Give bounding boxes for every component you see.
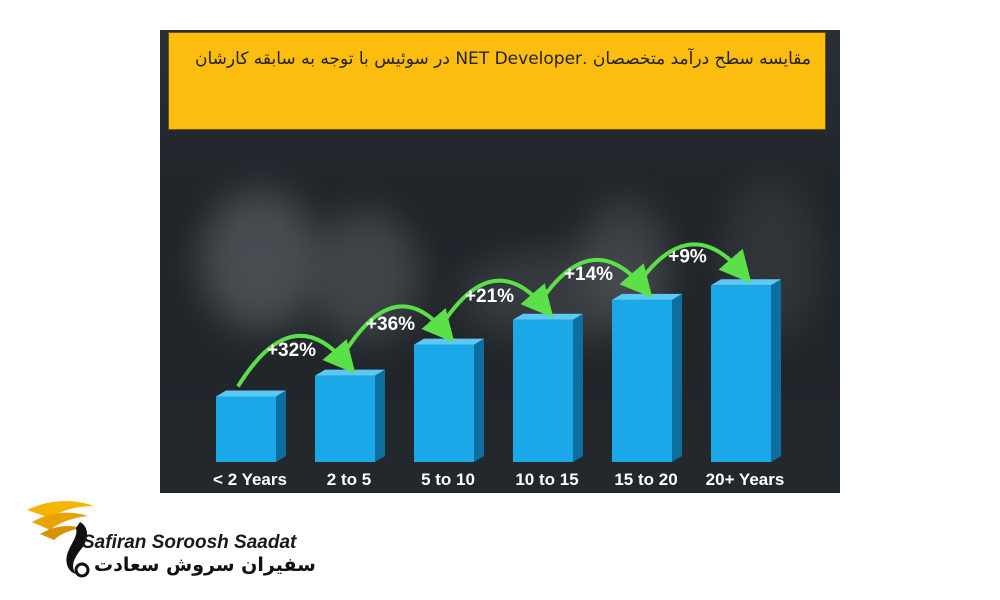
swan-wing-icon xyxy=(27,501,94,578)
brand-name-en: Safiran Soroosh Saadat xyxy=(82,532,297,553)
bar xyxy=(711,279,781,462)
growth-arrow xyxy=(434,278,554,336)
chart-title: مقایسه سطح درآمد متخصصان .NET Developer … xyxy=(195,49,811,69)
growth-arrow xyxy=(335,304,455,367)
increment-label: +32% xyxy=(267,340,316,361)
increment-label: +21% xyxy=(465,286,514,307)
x-tick-label: 20+ Years xyxy=(706,470,785,489)
x-tick-label: 15 to 20 xyxy=(614,470,677,489)
x-tick-label: 2 to 5 xyxy=(327,470,371,489)
bar xyxy=(612,293,682,462)
x-tick-label: < 2 Years xyxy=(213,470,287,489)
bar xyxy=(315,369,385,462)
growth-arrow xyxy=(632,242,752,291)
increment-label: +36% xyxy=(366,314,415,335)
bar xyxy=(513,313,583,462)
bar xyxy=(216,390,286,462)
x-tick-label: 5 to 10 xyxy=(421,470,475,489)
bar-chart: < 2 Years 2 to 5 5 to 10 10 to 15 15 to 20 20… xyxy=(213,242,785,489)
bar xyxy=(414,338,484,462)
growth-arrow xyxy=(236,333,356,388)
growth-arrow xyxy=(533,258,653,311)
increment-label: +14% xyxy=(564,264,613,285)
x-tick-label: 10 to 15 xyxy=(515,470,578,489)
increment-label: +9% xyxy=(668,247,707,268)
brand-logo: Safiran Soroosh Saadat سفیران سروش سعادت xyxy=(22,492,316,587)
title-banner: مقایسه سطح درآمد متخصصان .NET Developer … xyxy=(168,32,826,130)
brand-name-fa: سفیران سروش سعادت xyxy=(94,554,316,576)
